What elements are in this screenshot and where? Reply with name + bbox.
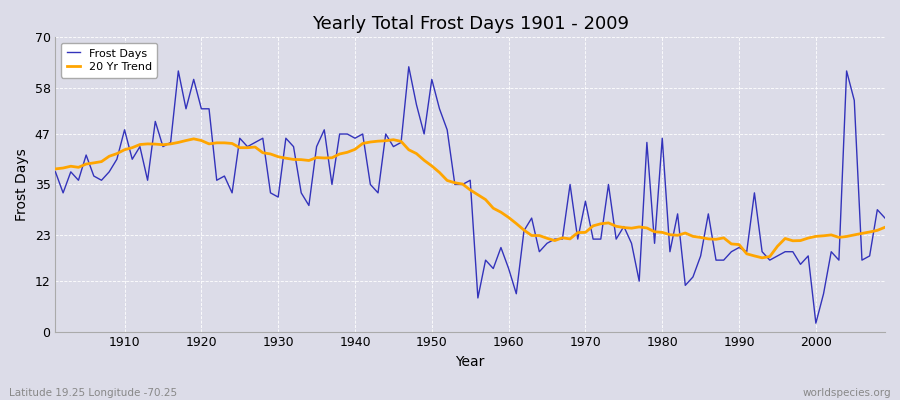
Frost Days [511, 291, 522, 296]
20 Yr Trend [757, 256, 768, 260]
20 Yr Trend [188, 136, 199, 141]
Line: Frost Days: Frost Days [56, 67, 885, 323]
20 Yr Trend [50, 166, 61, 171]
20 Yr Trend [112, 151, 122, 156]
Frost Days [327, 182, 338, 187]
Title: Yearly Total Frost Days 1901 - 2009: Yearly Total Frost Days 1901 - 2009 [311, 15, 629, 33]
Frost Days [281, 136, 292, 141]
Text: Latitude 19.25 Longitude -70.25: Latitude 19.25 Longitude -70.25 [9, 388, 177, 398]
Frost Days [403, 64, 414, 69]
20 Yr Trend [879, 225, 890, 230]
20 Yr Trend [511, 221, 522, 226]
Legend: Frost Days, 20 Yr Trend: Frost Days, 20 Yr Trend [61, 43, 158, 78]
20 Yr Trend [603, 220, 614, 225]
20 Yr Trend [288, 157, 299, 162]
Line: 20 Yr Trend: 20 Yr Trend [56, 139, 885, 258]
Frost Days [879, 216, 890, 220]
Text: worldspecies.org: worldspecies.org [803, 388, 891, 398]
Frost Days [603, 182, 614, 187]
Frost Days [811, 321, 822, 326]
Frost Days [112, 157, 122, 162]
X-axis label: Year: Year [455, 355, 485, 369]
20 Yr Trend [503, 215, 514, 220]
Frost Days [50, 170, 61, 174]
Y-axis label: Frost Days: Frost Days [15, 148, 29, 221]
Frost Days [503, 266, 514, 271]
20 Yr Trend [334, 152, 345, 156]
